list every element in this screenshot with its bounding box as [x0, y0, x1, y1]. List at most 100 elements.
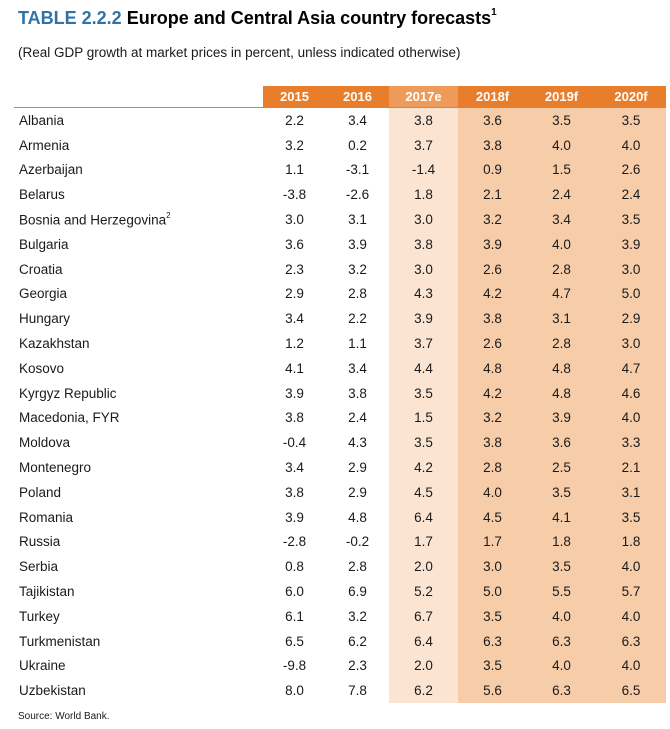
value-cell: 4.7	[527, 281, 596, 307]
country-name-cell: Uzbekistan	[14, 678, 263, 703]
country-name-cell: Turkmenistan	[14, 629, 263, 654]
column-header: 2020f	[596, 86, 666, 108]
value-cell: 3.4	[348, 112, 367, 128]
country-name: Serbia	[19, 559, 59, 575]
value-cell: 6.1	[285, 608, 304, 624]
value-cell: 3.7	[389, 132, 458, 158]
country-name-cell: Macedonia, FYR	[14, 406, 263, 431]
value-cell: 5.7	[596, 579, 666, 604]
value-cell: 3.5	[527, 479, 596, 505]
country-name-cell: Kosovo	[14, 356, 263, 381]
country-name-cell: Hungary	[14, 306, 263, 331]
page-title: TABLE 2.2.2 Europe and Central Asia coun…	[18, 7, 497, 29]
country-name: Bosnia and Herzegovina	[19, 212, 167, 228]
value-cell: 2.8	[458, 455, 527, 480]
value-cell: 5.0	[458, 579, 527, 604]
value-cell: 5.5	[527, 579, 596, 604]
value-cell: 3.4	[285, 460, 304, 476]
table-row: Azerbaijan 1.1 -3.1 -1.4 0.9 1.5 2.6	[14, 157, 666, 183]
column-header: 2017e	[389, 86, 458, 108]
value-cell: -3.1	[345, 162, 370, 178]
value-cell: 6.3	[527, 628, 596, 654]
value-cell: 2.8	[527, 331, 596, 356]
value-cell: 4.0	[527, 231, 596, 257]
table-row: Bulgaria 3.6 3.9 3.8 3.9 4.0 3.9	[14, 231, 666, 257]
country-name: Tajikistan	[19, 584, 75, 600]
value-cell: 3.9	[285, 509, 304, 525]
value-cell: 4.2	[389, 455, 458, 480]
value-cell: 6.3	[458, 628, 527, 654]
value-cell: 6.9	[348, 584, 367, 600]
value-cell: 2.8	[348, 286, 367, 302]
value-cell: 4.6	[596, 380, 666, 406]
forecast-table-container: 2015 2016 2017e 2018f 2019f 2020f Albani…	[14, 86, 666, 704]
country-name-cell: Tajikistan	[14, 579, 263, 604]
value-cell: 3.4	[527, 207, 596, 232]
value-cell: 3.2	[458, 207, 527, 232]
country-name: Kazakhstan	[19, 336, 90, 352]
value-cell: 3.6	[527, 430, 596, 456]
value-cell: 4.2	[458, 281, 527, 307]
value-cell: 2.1	[596, 455, 666, 480]
column-header: 2019f	[527, 86, 596, 108]
country-name-cell: Armenia	[14, 133, 263, 158]
table-row: Uzbekistan 8.0 7.8 6.2 5.6 6.3 6.5	[14, 678, 666, 704]
value-cell: 3.9	[527, 405, 596, 431]
value-cell: 2.9	[348, 484, 367, 500]
value-cell: 4.0	[527, 653, 596, 679]
value-cell: 4.7	[596, 355, 666, 381]
country-name: Albania	[19, 112, 65, 128]
value-cell: 2.6	[596, 157, 666, 183]
value-cell: 1.8	[527, 529, 596, 555]
value-cell: 3.8	[348, 385, 367, 401]
value-cell: -2.6	[345, 187, 370, 203]
table-row: Kazakhstan 1.2 1.1 3.7 2.6 2.8 3.0	[14, 331, 666, 356]
value-cell: 3.8	[389, 107, 458, 133]
title-footnote-marker: 1	[491, 7, 497, 18]
column-header: 2016	[326, 86, 389, 108]
table-subtitle: (Real GDP growth at market prices in per…	[18, 45, 461, 60]
value-cell: 4.1	[285, 360, 304, 376]
value-cell: 3.0	[596, 331, 666, 356]
value-cell: 2.1	[458, 182, 527, 208]
value-cell: 2.0	[389, 653, 458, 679]
value-cell: 3.1	[596, 479, 666, 505]
value-cell: 2.2	[348, 311, 367, 327]
value-cell: 3.0	[285, 212, 304, 228]
value-cell: 3.4	[348, 360, 367, 376]
value-cell: 1.2	[285, 336, 304, 352]
value-cell: 2.3	[348, 658, 367, 674]
value-cell: 2.9	[348, 460, 367, 476]
country-name-cell: Romania	[14, 505, 263, 530]
value-cell: 2.6	[458, 256, 527, 282]
header-country-blank	[14, 86, 263, 108]
value-cell: 6.3	[527, 678, 596, 704]
country-name: Hungary	[19, 311, 71, 327]
table-row: Croatia 2.3 3.2 3.0 2.6 2.8 3.0	[14, 256, 666, 282]
value-cell: 3.5	[389, 430, 458, 456]
value-cell: 3.3	[596, 430, 666, 456]
value-cell: 4.0	[596, 554, 666, 580]
value-cell: 1.1	[348, 336, 367, 352]
value-cell: 6.5	[285, 633, 304, 649]
value-cell: 3.5	[596, 207, 666, 232]
country-name: Belarus	[19, 187, 65, 203]
table-row: Kyrgyz Republic 3.9 3.8 3.5 4.2 4.8 4.6	[14, 380, 666, 406]
column-header: 2018f	[458, 86, 527, 108]
value-cell: 4.0	[458, 479, 527, 505]
country-name-cell: Croatia	[14, 257, 263, 282]
value-cell: 2.2	[285, 112, 304, 128]
table-row: Russia -2.8 -0.2 1.7 1.7 1.8 1.8	[14, 529, 666, 555]
table-row: Montenegro 3.4 2.9 4.2 2.8 2.5 2.1	[14, 455, 666, 480]
value-cell: 1.8	[389, 182, 458, 208]
country-name-cell: Belarus	[14, 182, 263, 207]
value-cell: 2.9	[285, 286, 304, 302]
value-cell: 2.4	[596, 182, 666, 208]
value-cell: 3.4	[285, 311, 304, 327]
value-cell: 4.5	[458, 504, 527, 530]
value-cell: 4.0	[596, 653, 666, 679]
table-row: Tajikistan 6.0 6.9 5.2 5.0 5.5 5.7	[14, 579, 666, 604]
value-cell: 3.0	[596, 256, 666, 282]
value-cell: 4.3	[348, 435, 367, 451]
value-cell: 3.0	[389, 207, 458, 232]
